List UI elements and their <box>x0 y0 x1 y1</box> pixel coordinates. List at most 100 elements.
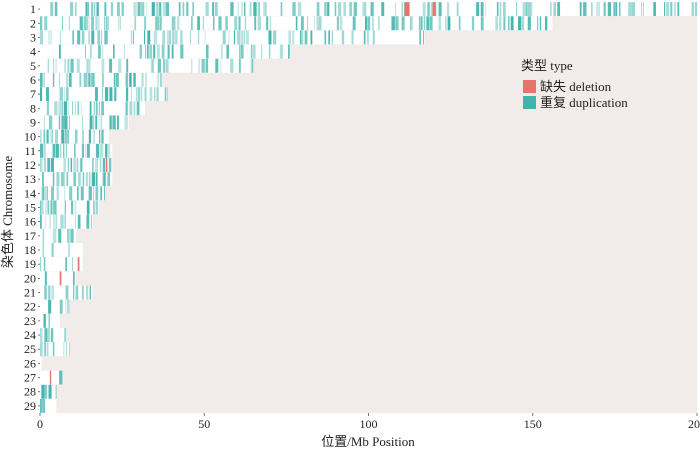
chromosome-row-24 <box>40 328 67 342</box>
duplication-segment <box>133 30 134 45</box>
duplication-segment <box>65 285 69 300</box>
duplication-segment <box>339 16 343 31</box>
duplication-segment <box>527 2 531 17</box>
duplication-segment <box>48 30 50 45</box>
duplication-segment <box>525 2 528 17</box>
chromosome-row-25 <box>40 342 70 357</box>
chromosome-row-3 <box>40 30 425 45</box>
duplication-segment <box>299 30 302 45</box>
duplication-segment <box>155 16 158 31</box>
duplication-segment <box>316 16 318 31</box>
duplication-segment <box>198 58 200 73</box>
duplication-segment <box>69 186 73 201</box>
duplication-segment <box>86 285 89 300</box>
duplication-segment <box>137 2 141 17</box>
duplication-segment <box>125 87 129 102</box>
duplication-segment <box>103 58 105 73</box>
duplication-segment <box>288 30 292 45</box>
duplication-segment <box>42 186 44 201</box>
chromosome-bar <box>40 87 169 102</box>
duplication-segment <box>328 30 330 45</box>
duplication-segment <box>88 186 92 201</box>
duplication-segment <box>117 2 120 17</box>
duplication-segment <box>67 228 70 243</box>
duplication-segment <box>95 186 99 201</box>
chromosome-rows <box>40 2 700 413</box>
duplication-segment <box>126 58 129 73</box>
duplication-segment <box>144 16 147 31</box>
duplication-segment <box>118 16 119 31</box>
duplication-segment <box>664 2 666 17</box>
duplication-segment <box>100 115 102 130</box>
duplication-segment <box>531 2 533 17</box>
duplication-segment <box>318 16 322 31</box>
duplication-segment <box>456 2 459 17</box>
duplication-segment <box>74 129 78 144</box>
duplication-segment <box>98 129 101 144</box>
duplication-segment <box>93 200 95 215</box>
duplication-segment <box>367 30 369 45</box>
duplication-segment <box>553 2 557 17</box>
duplication-segment <box>65 257 67 272</box>
duplication-segment <box>429 16 433 31</box>
duplication-segment <box>44 143 46 158</box>
duplication-segment <box>104 30 108 45</box>
duplication-segment <box>591 2 593 17</box>
duplication-segment <box>395 2 396 17</box>
duplication-segment <box>102 44 104 59</box>
duplication-segment <box>86 200 90 215</box>
duplication-segment <box>58 228 62 243</box>
duplication-segment <box>70 228 74 243</box>
duplication-segment <box>72 30 75 45</box>
x-tick-label: 50 <box>198 417 210 431</box>
duplication-segment <box>304 30 308 45</box>
chromosome-bar <box>40 30 425 45</box>
duplication-segment <box>324 30 327 45</box>
duplication-segment <box>141 73 144 87</box>
duplication-segment <box>75 2 77 17</box>
duplication-segment <box>55 143 59 158</box>
y-tick-label: 29 <box>24 399 36 413</box>
y-tick-label: 8 <box>30 101 36 115</box>
duplication-segment <box>96 2 99 17</box>
chromosome-row-14 <box>40 186 106 201</box>
duplication-segment <box>45 87 49 102</box>
duplication-segment <box>88 73 91 87</box>
duplication-segment <box>68 243 70 257</box>
duplication-segment <box>44 328 48 342</box>
duplication-segment <box>480 16 484 31</box>
duplication-segment <box>225 16 228 31</box>
duplication-segment <box>438 16 442 31</box>
duplication-segment <box>104 172 106 187</box>
duplication-segment <box>220 58 222 73</box>
duplication-segment <box>124 115 128 130</box>
duplication-segment <box>297 2 302 17</box>
duplication-segment <box>131 87 132 102</box>
duplication-segment <box>74 143 76 158</box>
duplication-segment <box>146 2 148 17</box>
duplication-segment <box>244 16 247 31</box>
duplication-segment <box>521 16 525 31</box>
y-tick-label: 24 <box>24 328 36 342</box>
duplication-segment <box>221 44 223 59</box>
duplication-segment <box>691 2 694 17</box>
duplication-segment <box>82 129 84 144</box>
duplication-segment <box>335 2 337 17</box>
y-tick-label: 2 <box>30 16 36 30</box>
duplication-segment <box>401 2 403 17</box>
duplication-segment <box>182 2 185 17</box>
duplication-segment <box>40 73 43 87</box>
duplication-segment <box>607 2 612 17</box>
duplication-segment <box>471 16 475 31</box>
duplication-segment <box>51 285 54 300</box>
duplication-segment <box>43 186 47 201</box>
duplication-segment <box>310 30 313 45</box>
y-tick-label: 12 <box>24 158 36 172</box>
duplication-segment <box>446 2 450 17</box>
duplication-segment <box>257 16 261 31</box>
x-tick-label: 150 <box>524 417 542 431</box>
duplication-segment <box>63 172 65 187</box>
duplication-segment <box>76 58 80 73</box>
duplication-segment <box>88 129 91 144</box>
duplication-segment <box>615 2 618 17</box>
